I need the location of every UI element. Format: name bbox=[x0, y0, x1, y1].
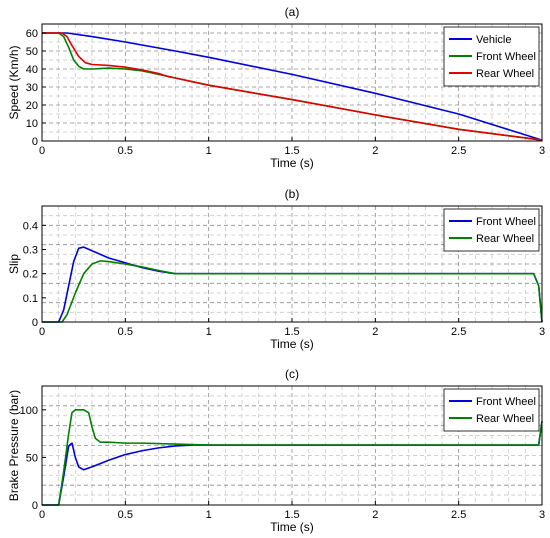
y-tick-label: 0 bbox=[32, 500, 38, 512]
chart-title: (a) bbox=[285, 5, 300, 19]
y-tick-label: 0 bbox=[32, 136, 38, 148]
x-tick-label: 3 bbox=[539, 509, 545, 521]
y-axis-label: Brake Pressure (bar) bbox=[7, 390, 21, 501]
legend-label: Rear Wheel bbox=[476, 413, 534, 425]
y-tick-label: 0 bbox=[32, 317, 38, 329]
x-tick-label: 2 bbox=[372, 145, 378, 157]
y-tick-label: 30 bbox=[26, 82, 38, 94]
chart-3: 0 0.5 1 1.5 2 2.5 3 0 50 100 (c) Time (s) Brake Pres… bbox=[7, 367, 545, 534]
x-tick-label: 1 bbox=[206, 326, 212, 338]
legend-label: Vehicle bbox=[476, 34, 511, 46]
legend-box bbox=[443, 208, 540, 252]
y-tick-label: 40 bbox=[26, 64, 38, 76]
x-tick-label: 1.5 bbox=[284, 145, 299, 157]
x-tick-label: 2.5 bbox=[451, 509, 466, 521]
legend-box bbox=[443, 388, 540, 432]
x-tick-label: 2 bbox=[372, 326, 378, 338]
x-tick-label: 0.5 bbox=[118, 145, 133, 157]
x-tick-label: 1 bbox=[206, 509, 212, 521]
legend-label: Rear Wheel bbox=[476, 233, 534, 245]
y-axis-label: Slip bbox=[7, 254, 21, 274]
y-tick-label: 0.1 bbox=[23, 293, 38, 305]
legend-label: Front Wheel bbox=[476, 216, 536, 228]
y-tick-label: 50 bbox=[26, 452, 38, 464]
x-tick-label: 1.5 bbox=[284, 509, 299, 521]
series-line-2 bbox=[42, 408, 543, 506]
chart-title: (b) bbox=[285, 187, 300, 201]
x-axis-label: Time (s) bbox=[270, 337, 314, 351]
y-tick-label: 60 bbox=[26, 28, 38, 40]
x-tick-label: 1.5 bbox=[284, 326, 299, 338]
x-tick-label: 0 bbox=[39, 145, 45, 157]
x-tick-label: 2.5 bbox=[451, 145, 466, 157]
y-tick-label: 20 bbox=[26, 100, 38, 112]
series-line-1 bbox=[42, 32, 543, 141]
x-tick-label: 1 bbox=[206, 145, 212, 157]
y-tick-label: 100 bbox=[20, 405, 38, 417]
x-tick-label: 3 bbox=[539, 326, 545, 338]
legend: Front Wheel Rear Wheel bbox=[443, 208, 540, 252]
y-tick-label: 0.3 bbox=[23, 245, 38, 257]
series-line-2 bbox=[42, 260, 543, 323]
x-tick-label: 0.5 bbox=[118, 326, 133, 338]
x-axis-label: Time (s) bbox=[270, 520, 314, 534]
y-tick-label: 50 bbox=[26, 46, 38, 58]
y-axis-label: Speed (Km/h) bbox=[7, 45, 21, 119]
y-tick-label: 0.2 bbox=[23, 269, 38, 281]
x-tick-label: 2 bbox=[372, 509, 378, 521]
x-tick-label: 3 bbox=[539, 145, 545, 157]
x-tick-label: 0 bbox=[39, 509, 45, 521]
legend-label: Front Wheel bbox=[476, 51, 536, 63]
x-tick-label: 2.5 bbox=[451, 326, 466, 338]
y-tick-label: 0.4 bbox=[23, 220, 38, 232]
chart-title: (c) bbox=[285, 367, 299, 381]
x-tick-label: 0.5 bbox=[118, 509, 133, 521]
legend: Front Wheel Rear Wheel bbox=[443, 388, 540, 432]
chart-2: 0 0.5 1 1.5 2 2.5 3 0 0.1 0.2 0.3 0.4 (b) Time (s) Sli… bbox=[7, 187, 545, 351]
legend-label: Rear Wheel bbox=[476, 68, 534, 80]
y-tick-label: 10 bbox=[26, 118, 38, 130]
legend-label: Front Wheel bbox=[476, 396, 536, 408]
legend: Vehicle Front Wheel Rear Wheel bbox=[443, 26, 540, 87]
x-tick-label: 0 bbox=[39, 326, 45, 338]
x-axis-label: Time (s) bbox=[270, 156, 314, 170]
series-line-3 bbox=[42, 32, 543, 141]
